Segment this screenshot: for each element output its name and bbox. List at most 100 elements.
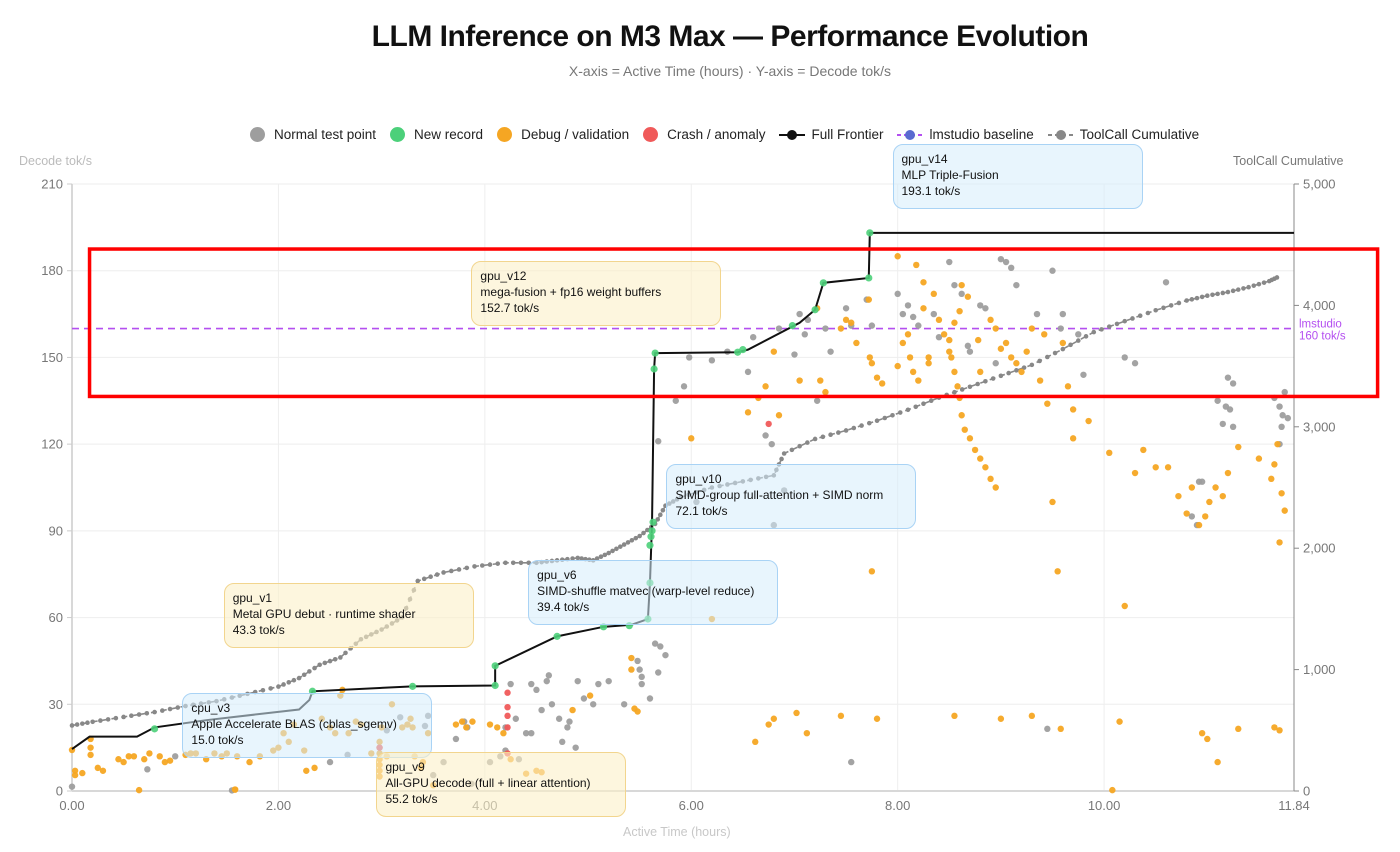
debug-point — [161, 758, 169, 766]
toolcall-point — [928, 398, 934, 403]
legend-item[interactable]: ToolCall Cumulative — [1047, 127, 1199, 142]
debug-point — [1109, 786, 1116, 794]
debug-point — [1152, 464, 1159, 471]
normal-point — [822, 325, 829, 332]
toolcall-point — [812, 436, 818, 442]
normal-point — [548, 701, 556, 708]
legend-item[interactable]: Full Frontier — [779, 127, 883, 142]
normal-point — [801, 331, 808, 338]
toolcall-point — [983, 378, 988, 384]
toolcall-point — [1261, 280, 1267, 285]
new-record-point — [819, 279, 827, 287]
debug-point — [569, 706, 576, 714]
toolcall-point — [874, 418, 880, 424]
toolcall-point — [897, 410, 903, 415]
debug-point — [1164, 464, 1172, 471]
toolcall-point — [268, 686, 273, 691]
toolcall-point — [301, 672, 307, 678]
debug-point — [987, 316, 994, 324]
new-record-point — [865, 274, 873, 282]
x-axis-title: Active Time (hours) — [623, 825, 731, 839]
legend-item[interactable]: Normal test point — [250, 127, 376, 142]
debug-point — [494, 724, 501, 731]
debug-point — [1140, 446, 1147, 454]
y2-tick-label: 3,000 — [1303, 419, 1336, 434]
normal-point — [1278, 423, 1285, 430]
debug-point — [311, 764, 318, 772]
toolcall-point — [905, 407, 911, 413]
legend-item[interactable]: Crash / anomaly — [643, 127, 765, 142]
toolcall-point — [286, 680, 292, 685]
annotation-cpu-v3: cpu_v3 Apple Accelerate BLAS (cblas_sgemv… — [182, 692, 433, 758]
legend-label: Normal test point — [274, 127, 377, 142]
toolcall-point — [579, 556, 584, 561]
debug-point — [837, 712, 845, 720]
debug-point — [752, 738, 759, 746]
debug-point — [94, 764, 102, 772]
legend-label: New record — [414, 127, 484, 142]
debug-point — [1131, 469, 1139, 477]
annotation-desc: mega-fusion + fp16 weight buffers — [480, 284, 662, 299]
normal-point — [655, 438, 662, 445]
annotation-name: cpu_v3 — [191, 700, 231, 715]
toolcall-point — [1153, 307, 1158, 313]
toolcall-point — [129, 713, 134, 719]
y-tick-label: 30 — [49, 697, 63, 712]
normal-point — [982, 305, 989, 312]
toolcall-point — [1099, 327, 1104, 332]
debug-point — [1028, 712, 1036, 720]
new-record-point — [649, 518, 657, 526]
normal-point — [1279, 412, 1286, 419]
toolcall-point — [456, 567, 462, 572]
y-tick-label: 60 — [49, 610, 63, 625]
toolcall-point — [1176, 300, 1182, 306]
normal-point — [580, 695, 588, 702]
new-record-point — [739, 346, 747, 354]
legend-label: Debug / validation — [521, 127, 630, 142]
debug-point — [992, 484, 999, 491]
annotation-name: gpu_v1 — [232, 590, 273, 605]
annotation-value: 15.0 tok/s — [191, 732, 244, 747]
debug-point — [796, 377, 803, 384]
toolcall-point — [598, 554, 604, 559]
toolcall-point — [1029, 362, 1035, 368]
toolcall-point — [434, 572, 440, 577]
normal-point — [992, 360, 999, 367]
debug-point — [1214, 758, 1221, 766]
toolcall-point — [913, 404, 919, 410]
toolcall-point — [167, 706, 173, 712]
normal-point — [634, 657, 641, 665]
debug-point — [303, 767, 310, 774]
debug-point — [1008, 354, 1015, 361]
debug-point — [1069, 406, 1077, 413]
debug-point — [1268, 475, 1275, 483]
crash-point — [504, 724, 511, 731]
new-record-point — [150, 725, 159, 733]
y2-tick-label: 4,000 — [1303, 298, 1336, 313]
toolcall-point — [327, 658, 333, 664]
toolcall-point — [641, 530, 646, 536]
y2-tick-label: 0 — [1303, 784, 1310, 799]
debug-point — [146, 750, 153, 757]
legend-item[interactable]: Debug / validation — [497, 127, 629, 142]
legend-item[interactable]: lmstudio baseline — [897, 127, 1034, 142]
debug-point — [842, 316, 850, 324]
debug-point — [1235, 443, 1242, 451]
debug-point — [1195, 521, 1203, 529]
annotation-name: gpu_v14 — [901, 151, 948, 166]
debug-point — [904, 331, 912, 338]
debug-point — [946, 348, 953, 355]
toolcall-point — [602, 552, 608, 558]
debug-point — [1028, 325, 1036, 332]
normal-point — [1188, 513, 1196, 520]
toolcall-point — [1194, 295, 1200, 301]
normal-point — [620, 701, 628, 708]
normal-point — [528, 729, 535, 737]
legend-item[interactable]: New record — [390, 127, 483, 142]
debug-point — [894, 253, 901, 260]
annotation-gpu-v12: gpu_v12 mega-fusion + fp16 weight buffers… — [471, 260, 722, 326]
toolcall-point — [152, 709, 157, 715]
normal-point — [522, 729, 530, 737]
debug-point — [920, 279, 927, 286]
toolcall-point — [291, 677, 297, 683]
